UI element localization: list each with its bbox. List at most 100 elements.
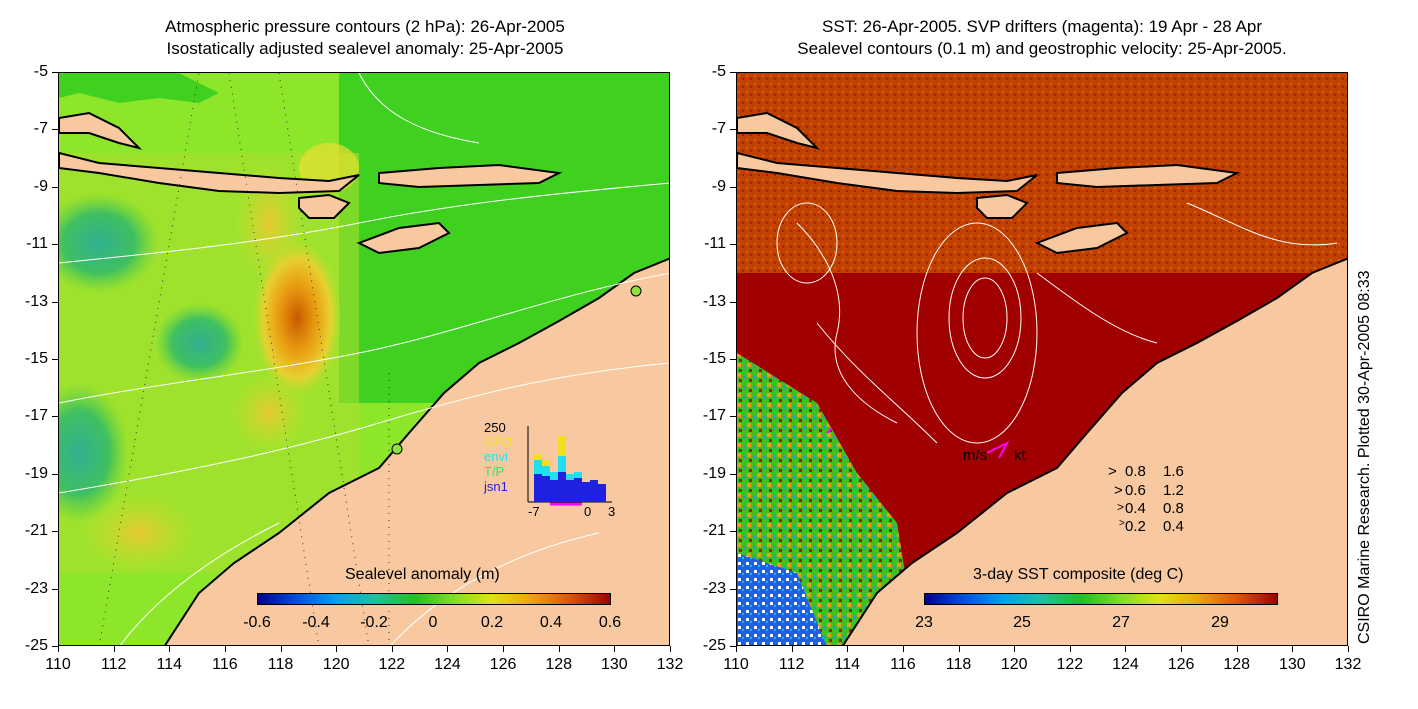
x-axis-label: 130 xyxy=(601,656,628,673)
y-axis-label: -21 xyxy=(24,522,48,540)
left-colorbar-title: Sealevel anomaly (m) xyxy=(345,566,500,583)
velocity-legend-ms-3: 0.4 xyxy=(1125,500,1146,517)
credit-text: CSIRO Marine Research. Plotted 30-Apr-20… xyxy=(1356,270,1373,644)
y-axis-tick xyxy=(52,473,58,475)
y-axis-tick xyxy=(730,186,736,188)
y-axis-tick xyxy=(52,186,58,188)
y-axis-tick xyxy=(52,244,58,246)
x-axis-label: 112 xyxy=(778,656,805,673)
velocity-legend-kt-4: 0.4 xyxy=(1163,518,1184,535)
y-axis-label: -21 xyxy=(702,522,726,540)
y-axis-label: -11 xyxy=(704,235,726,253)
y-axis-label: -11 xyxy=(26,235,48,253)
x-axis-tick xyxy=(558,646,560,652)
right-map-title-line1: SST: 26-Apr-2005. SVP drifters (magenta)… xyxy=(821,17,1263,36)
x-axis-label: 130 xyxy=(1279,656,1306,673)
x-axis-tick xyxy=(503,646,505,652)
left-map-title-line1: Atmospheric pressure contours (2 hPa): 2… xyxy=(165,17,565,36)
y-axis-tick xyxy=(730,473,736,475)
left-colorbar-label-5: 0.2 xyxy=(480,614,504,631)
x-axis-label: 132 xyxy=(1334,656,1362,673)
histogram-x-label-min: -7 xyxy=(528,504,540,519)
y-axis-label: -13 xyxy=(24,292,48,310)
velocity-legend-ms-4: 0.2 xyxy=(1125,518,1146,535)
y-axis-label: -7 xyxy=(711,120,726,138)
x-axis-tick xyxy=(1348,646,1349,652)
velocity-legend-arrow-3: > xyxy=(1117,500,1125,514)
x-axis-tick xyxy=(791,646,793,652)
left-colorbar-label-7: 0.6 xyxy=(598,614,622,631)
histogram-ymax-label: 250 xyxy=(484,420,506,435)
x-axis-tick xyxy=(670,646,671,652)
x-axis-tick xyxy=(169,646,171,652)
y-axis-tick xyxy=(730,129,736,131)
x-axis-tick xyxy=(958,646,960,652)
legend-envi: envi xyxy=(484,449,508,464)
sealevel-anomaly-map xyxy=(58,72,670,646)
y-axis-label: -25 xyxy=(24,637,48,654)
y-axis-tick xyxy=(52,646,58,647)
y-axis-label: -9 xyxy=(711,177,726,195)
x-axis-label: 122 xyxy=(1056,656,1084,673)
sealevel-colorbar xyxy=(257,593,611,605)
x-axis-tick xyxy=(447,646,449,652)
y-axis-tick xyxy=(52,416,58,418)
x-axis-label: 120 xyxy=(322,656,350,673)
x-axis-label: 128 xyxy=(545,656,573,673)
x-axis-tick xyxy=(280,646,282,652)
x-axis-label: 124 xyxy=(434,656,461,673)
right-colorbar-label-3: 27 xyxy=(1112,614,1130,631)
x-axis-label: 116 xyxy=(890,656,916,673)
y-axis-label: -9 xyxy=(33,177,48,195)
y-axis-tick xyxy=(730,531,736,533)
x-axis-label: 110 xyxy=(45,656,71,673)
right-colorbar-label-2: 25 xyxy=(1013,614,1031,631)
left-colorbar-label-6: 0.4 xyxy=(539,614,563,631)
sst-map xyxy=(736,72,1348,646)
velocity-legend-kt-1: 1.6 xyxy=(1163,463,1184,480)
velocity-legend-ms-1: 0.8 xyxy=(1125,463,1146,480)
x-axis-label: 118 xyxy=(945,656,972,673)
x-axis-label: 110 xyxy=(723,656,749,673)
velocity-legend-kt-3: 0.8 xyxy=(1163,500,1184,517)
left-colorbar-label-2: -0.4 xyxy=(302,614,330,631)
y-axis-label: -13 xyxy=(702,292,726,310)
x-axis-label: 118 xyxy=(267,656,294,673)
x-axis-tick xyxy=(1014,646,1016,652)
y-axis-label: -19 xyxy=(24,464,48,482)
right-colorbar-title: 3-day SST composite (deg C) xyxy=(973,566,1184,583)
y-axis-tick xyxy=(52,72,58,73)
y-axis-tick xyxy=(730,72,736,73)
left-colorbar-label-4: 0 xyxy=(428,614,438,631)
x-axis-tick xyxy=(902,646,904,652)
x-axis-label: 122 xyxy=(378,656,406,673)
y-axis-label: -15 xyxy=(24,350,48,367)
x-axis-tick xyxy=(847,646,849,652)
y-axis-tick xyxy=(52,129,58,131)
x-axis-tick xyxy=(1181,646,1183,652)
y-axis-label: -19 xyxy=(702,464,726,482)
x-axis-tick xyxy=(614,646,616,652)
y-axis-label: -5 xyxy=(711,63,726,80)
legend-gfo: GFO xyxy=(484,434,513,449)
x-axis-label: 128 xyxy=(1223,656,1251,673)
x-axis-tick xyxy=(1236,646,1238,652)
right-map-title-line2: Sealevel contours (0.1 m) and geostrophi… xyxy=(797,39,1287,58)
y-axis-tick xyxy=(730,244,736,246)
velocity-legend-arrow-1: > xyxy=(1108,463,1117,480)
y-axis-label: -5 xyxy=(33,63,48,80)
sst-field xyxy=(737,73,1347,645)
x-axis-label: 116 xyxy=(212,656,238,673)
y-axis-tick xyxy=(730,359,736,360)
y-axis-tick xyxy=(52,531,58,533)
right-colorbar-label-4: 29 xyxy=(1211,614,1229,631)
x-axis-tick xyxy=(113,646,115,652)
x-axis-tick xyxy=(736,646,737,652)
x-axis-label: 112 xyxy=(100,656,127,673)
x-axis-tick xyxy=(391,646,393,652)
sst-colorbar xyxy=(924,593,1278,605)
y-axis-label: -23 xyxy=(24,579,48,597)
velocity-legend-arrow-2: > xyxy=(1114,482,1123,499)
left-colorbar-label-3: -0.2 xyxy=(360,614,388,631)
velocity-legend-arrow-4: > xyxy=(1119,518,1125,529)
